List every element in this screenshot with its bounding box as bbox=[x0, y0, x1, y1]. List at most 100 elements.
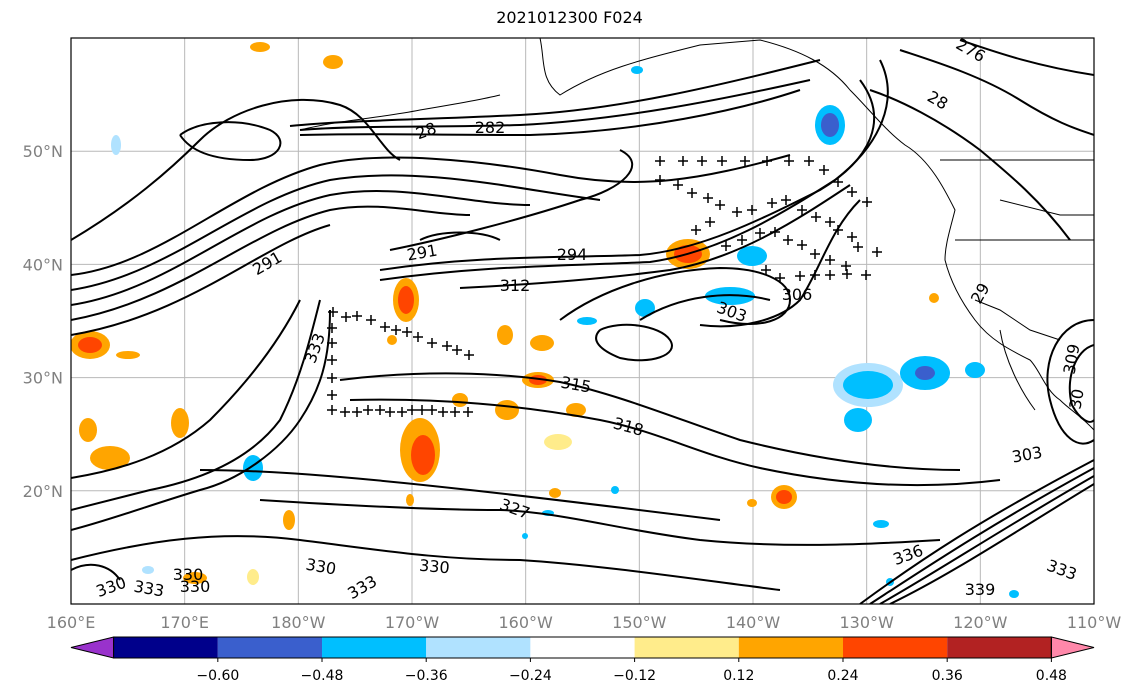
contour-label: 333 bbox=[132, 577, 165, 601]
plus-marker bbox=[762, 156, 772, 166]
coastline-layer bbox=[299, 38, 1094, 431]
contour-label: 330 bbox=[173, 565, 204, 584]
plus-marker bbox=[691, 225, 701, 235]
contour-line bbox=[71, 299, 301, 479]
positive-patch bbox=[411, 435, 435, 475]
contour-line bbox=[71, 309, 331, 531]
contour-line bbox=[379, 59, 889, 281]
positive-patch bbox=[171, 408, 189, 438]
positive-patch bbox=[116, 351, 140, 359]
positive-patch bbox=[323, 55, 343, 69]
coastline bbox=[539, 38, 1094, 431]
plus-marker bbox=[847, 187, 857, 197]
contour-label: 28 bbox=[413, 118, 439, 143]
positive-patch bbox=[247, 569, 259, 585]
contour-label: 336 bbox=[891, 541, 926, 569]
plus-marker bbox=[781, 195, 791, 205]
contour-label: 312 bbox=[500, 276, 531, 295]
contour-line bbox=[869, 467, 1094, 604]
lat-tick-label: 20°N bbox=[23, 482, 63, 501]
plus-marker bbox=[438, 407, 448, 417]
contour-line bbox=[299, 79, 811, 131]
colorbar-tick-label: 0.24 bbox=[827, 668, 858, 684]
colorbar-segment bbox=[947, 637, 1052, 658]
plus-marker bbox=[327, 373, 337, 383]
contour-label: 28 bbox=[924, 87, 951, 114]
contour-label: 330 bbox=[418, 556, 450, 578]
colorbar-segment bbox=[530, 637, 635, 658]
contour-line bbox=[71, 563, 121, 581]
colorbar-tick-label: −0.24 bbox=[509, 668, 552, 684]
plus-marker bbox=[705, 217, 715, 227]
plus-marker bbox=[328, 307, 338, 317]
lat-tick-label: 50°N bbox=[23, 142, 63, 161]
contour-line bbox=[1068, 344, 1094, 423]
plus-marker bbox=[797, 205, 807, 215]
contour-line bbox=[299, 89, 801, 137]
plus-marker bbox=[417, 405, 427, 415]
plus-marker bbox=[402, 327, 412, 337]
plus-marker bbox=[655, 175, 665, 185]
negative-patch bbox=[821, 113, 839, 137]
plus-marker bbox=[833, 177, 843, 187]
plus-marker bbox=[755, 228, 765, 238]
plus-marker bbox=[678, 156, 688, 166]
coastline bbox=[299, 94, 501, 131]
plus-marker bbox=[819, 165, 829, 175]
lon-tick-label: 180°W bbox=[271, 613, 326, 632]
contour-line bbox=[859, 459, 1094, 604]
colorbar-tick-label: −0.12 bbox=[613, 668, 656, 684]
positive-patch bbox=[495, 400, 519, 420]
plus-marker bbox=[327, 405, 337, 415]
plus-marker bbox=[380, 322, 390, 332]
plus-marker bbox=[352, 311, 362, 321]
contour-line bbox=[71, 299, 321, 511]
plus-marker bbox=[740, 156, 750, 166]
contour-line bbox=[889, 483, 1094, 604]
plus-marker bbox=[833, 225, 843, 235]
negative-patch bbox=[631, 66, 643, 74]
plus-marker bbox=[775, 273, 785, 283]
colorbar-tick-label: −0.60 bbox=[196, 668, 239, 684]
plus-marker bbox=[853, 242, 863, 252]
coastline bbox=[999, 329, 1036, 411]
negative-patch bbox=[843, 371, 893, 399]
plus-marker bbox=[341, 312, 351, 322]
plus-marker bbox=[810, 249, 820, 259]
negative-patch bbox=[142, 566, 154, 574]
positive-patch bbox=[566, 403, 586, 417]
colorbar-min-extend bbox=[70, 636, 115, 659]
map-frame bbox=[70, 37, 1095, 605]
plus-marker bbox=[655, 156, 665, 166]
positive-patch bbox=[549, 488, 561, 498]
negative-patch bbox=[1009, 590, 1019, 598]
plus-marker bbox=[825, 217, 835, 227]
plus-marker bbox=[407, 405, 417, 415]
colorbar-segment bbox=[426, 637, 531, 658]
plus-marker bbox=[687, 188, 697, 198]
plus-marker bbox=[397, 407, 407, 417]
colorbar-segment bbox=[113, 637, 218, 658]
plus-marker bbox=[340, 407, 350, 417]
positive-patch bbox=[406, 494, 414, 506]
plus-marker bbox=[841, 261, 851, 271]
lat-tick-label: 30°N bbox=[23, 369, 63, 388]
colorbar-max-extend bbox=[1050, 636, 1095, 659]
contour-layer bbox=[71, 39, 1094, 604]
positive-patch bbox=[398, 286, 414, 314]
positive-patch bbox=[78, 337, 102, 353]
plus-marker bbox=[825, 255, 835, 265]
plus-marker bbox=[861, 270, 871, 280]
plus-marker bbox=[737, 235, 747, 245]
colorbar-tick-label: −0.48 bbox=[301, 668, 344, 684]
contour-line bbox=[389, 149, 634, 251]
lon-tick-label: 150°W bbox=[612, 613, 667, 632]
contour-label: 291 bbox=[249, 247, 285, 279]
positive-patch bbox=[250, 42, 270, 52]
plus-marker bbox=[721, 241, 731, 251]
contour-line bbox=[71, 190, 531, 306]
positive-patch bbox=[283, 510, 295, 530]
plus-marker bbox=[703, 193, 713, 203]
negative-patch bbox=[915, 366, 935, 380]
